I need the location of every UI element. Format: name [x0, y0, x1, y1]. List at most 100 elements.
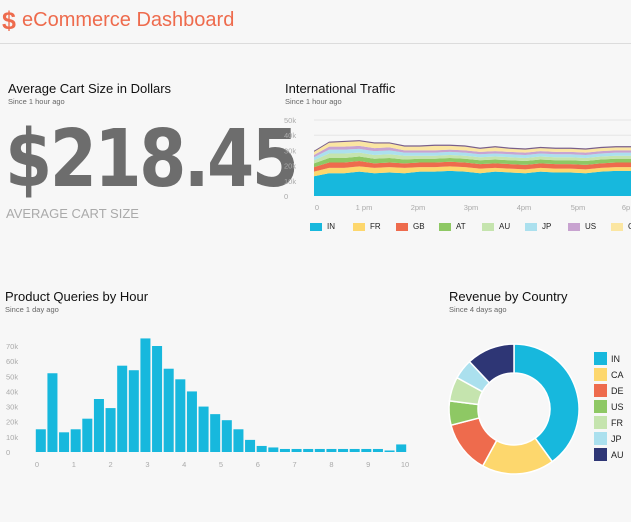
- legend-label: JP: [542, 222, 552, 231]
- queries-bar: [221, 420, 232, 452]
- queries-bar: [152, 346, 163, 452]
- queries-x-tick: 9: [366, 460, 370, 469]
- queries-bar: [245, 439, 256, 452]
- legend-swatch: [310, 222, 322, 231]
- legend-swatch: [353, 222, 365, 231]
- traffic-series-jp: [314, 148, 631, 161]
- traffic-y-tick: 10k: [284, 177, 296, 186]
- queries-bar: [384, 450, 395, 452]
- queries-y-tick: 70k: [6, 342, 18, 351]
- queries-bar: [186, 391, 197, 452]
- legend-label: US: [585, 222, 597, 231]
- traffic-x-tick: 6p: [622, 203, 630, 212]
- cart-size-label: AVERAGE CART SIZE: [6, 206, 139, 221]
- queries-bar: [82, 418, 93, 452]
- queries-widget-title: Product Queries by Hour: [5, 289, 149, 304]
- legend-label: IN: [611, 353, 620, 364]
- queries-bar: [105, 408, 116, 452]
- traffic-series-ca: [314, 141, 631, 155]
- legend-label: FR: [611, 417, 623, 428]
- legend-label: CA: [611, 369, 624, 380]
- queries-bar: [256, 445, 267, 452]
- queries-x-tick: 5: [219, 460, 223, 469]
- queries-bar: [163, 368, 174, 452]
- queries-bar: [198, 406, 209, 452]
- legend-swatch: [594, 368, 607, 381]
- legend-swatch: [482, 222, 494, 231]
- legend-label: GB: [413, 222, 425, 231]
- traffic-x-tick: 2pm: [411, 203, 426, 212]
- legend-swatch: [568, 222, 580, 231]
- donut-slice-au: [468, 343, 515, 384]
- queries-y-tick: 10k: [6, 433, 18, 442]
- legend-label: AU: [611, 449, 624, 460]
- traffic-y-tick: 40k: [284, 131, 296, 140]
- legend-label: AU: [499, 222, 511, 231]
- traffic-legend: IN FR GB AT AU JP US CA: [310, 222, 631, 236]
- legend-item-ca: CA: [611, 222, 631, 231]
- legend-label: JP: [611, 433, 622, 444]
- queries-bar: [291, 448, 302, 452]
- legend-swatch: [439, 222, 451, 231]
- legend-label: CA: [628, 222, 631, 231]
- queries-x-tick: 6: [256, 460, 260, 469]
- page-title: eCommerce Dashboard: [22, 9, 235, 31]
- queries-y-tick: 30k: [6, 403, 18, 412]
- legend-swatch: [594, 352, 607, 365]
- queries-bar: [93, 399, 104, 452]
- legend-swatch: [594, 400, 607, 413]
- legend-item-jp: JP: [525, 222, 551, 231]
- donut-slice-in: [513, 343, 580, 463]
- queries-x-tick: 3: [145, 460, 149, 469]
- traffic-series-at: [314, 156, 631, 168]
- traffic-series-gb: [314, 161, 631, 172]
- revenue-legend-item-jp: JP: [594, 432, 622, 445]
- queries-bar: [128, 370, 139, 452]
- traffic-area-chart: 0 10k 20k 30k 40k 50k 1 pm 2pm 3pm 4pm 5pm 6p 0: [284, 116, 631, 212]
- queries-x-tick: 4: [182, 460, 186, 469]
- legend-item-fr: FR: [353, 222, 381, 231]
- queries-bar: [303, 448, 314, 452]
- queries-bar: [59, 432, 70, 452]
- revenue-legend-item-ca: CA: [594, 368, 624, 381]
- revenue-legend-item-au: AU: [594, 448, 624, 461]
- legend-item-at: AT: [439, 222, 466, 231]
- revenue-legend-item-fr: FR: [594, 416, 623, 429]
- queries-bar: [338, 448, 349, 452]
- traffic-y-tick: 0: [284, 192, 288, 201]
- traffic-series-au: [314, 152, 631, 164]
- queries-bar: [268, 447, 279, 452]
- header-bar: $ eCommerce Dashboard: [0, 0, 631, 44]
- revenue-legend-item-in: IN: [594, 352, 620, 365]
- traffic-x-tick: 4pm: [517, 203, 532, 212]
- traffic-series-extra: [314, 140, 631, 152]
- queries-bar: [210, 414, 221, 452]
- revenue-legend-item-de: DE: [594, 384, 624, 397]
- legend-swatch: [594, 448, 607, 461]
- traffic-y-tick: 50k: [284, 116, 296, 125]
- queries-y-tick: 20k: [6, 418, 18, 427]
- revenue-legend-item-us: US: [594, 400, 624, 413]
- legend-swatch: [611, 222, 623, 231]
- queries-x-tick: 1: [72, 460, 76, 469]
- traffic-series-fr: [314, 166, 631, 177]
- revenue-legend: IN CA DE US FR JP AU: [594, 352, 631, 464]
- legend-item-in: IN: [310, 222, 335, 231]
- queries-x-tick: 8: [329, 460, 333, 469]
- cart-size-value: $218.45: [5, 113, 299, 205]
- revenue-widget-title: Revenue by Country: [449, 289, 568, 304]
- legend-label: IN: [327, 222, 335, 231]
- queries-bar: [47, 373, 58, 452]
- queries-x-tick: 10: [401, 460, 409, 469]
- queries-x-tick: 2: [109, 460, 113, 469]
- legend-swatch: [594, 384, 607, 397]
- legend-label: US: [611, 401, 624, 412]
- traffic-x-tick: 0: [315, 203, 319, 212]
- traffic-series-us: [314, 145, 631, 158]
- legend-swatch: [594, 416, 607, 429]
- traffic-x-tick: 3pm: [464, 203, 479, 212]
- revenue-widget-subtitle: Since 4 days ago: [449, 305, 507, 314]
- legend-item-au: AU: [482, 222, 510, 231]
- queries-bar: [349, 448, 360, 452]
- queries-bar: [361, 448, 372, 452]
